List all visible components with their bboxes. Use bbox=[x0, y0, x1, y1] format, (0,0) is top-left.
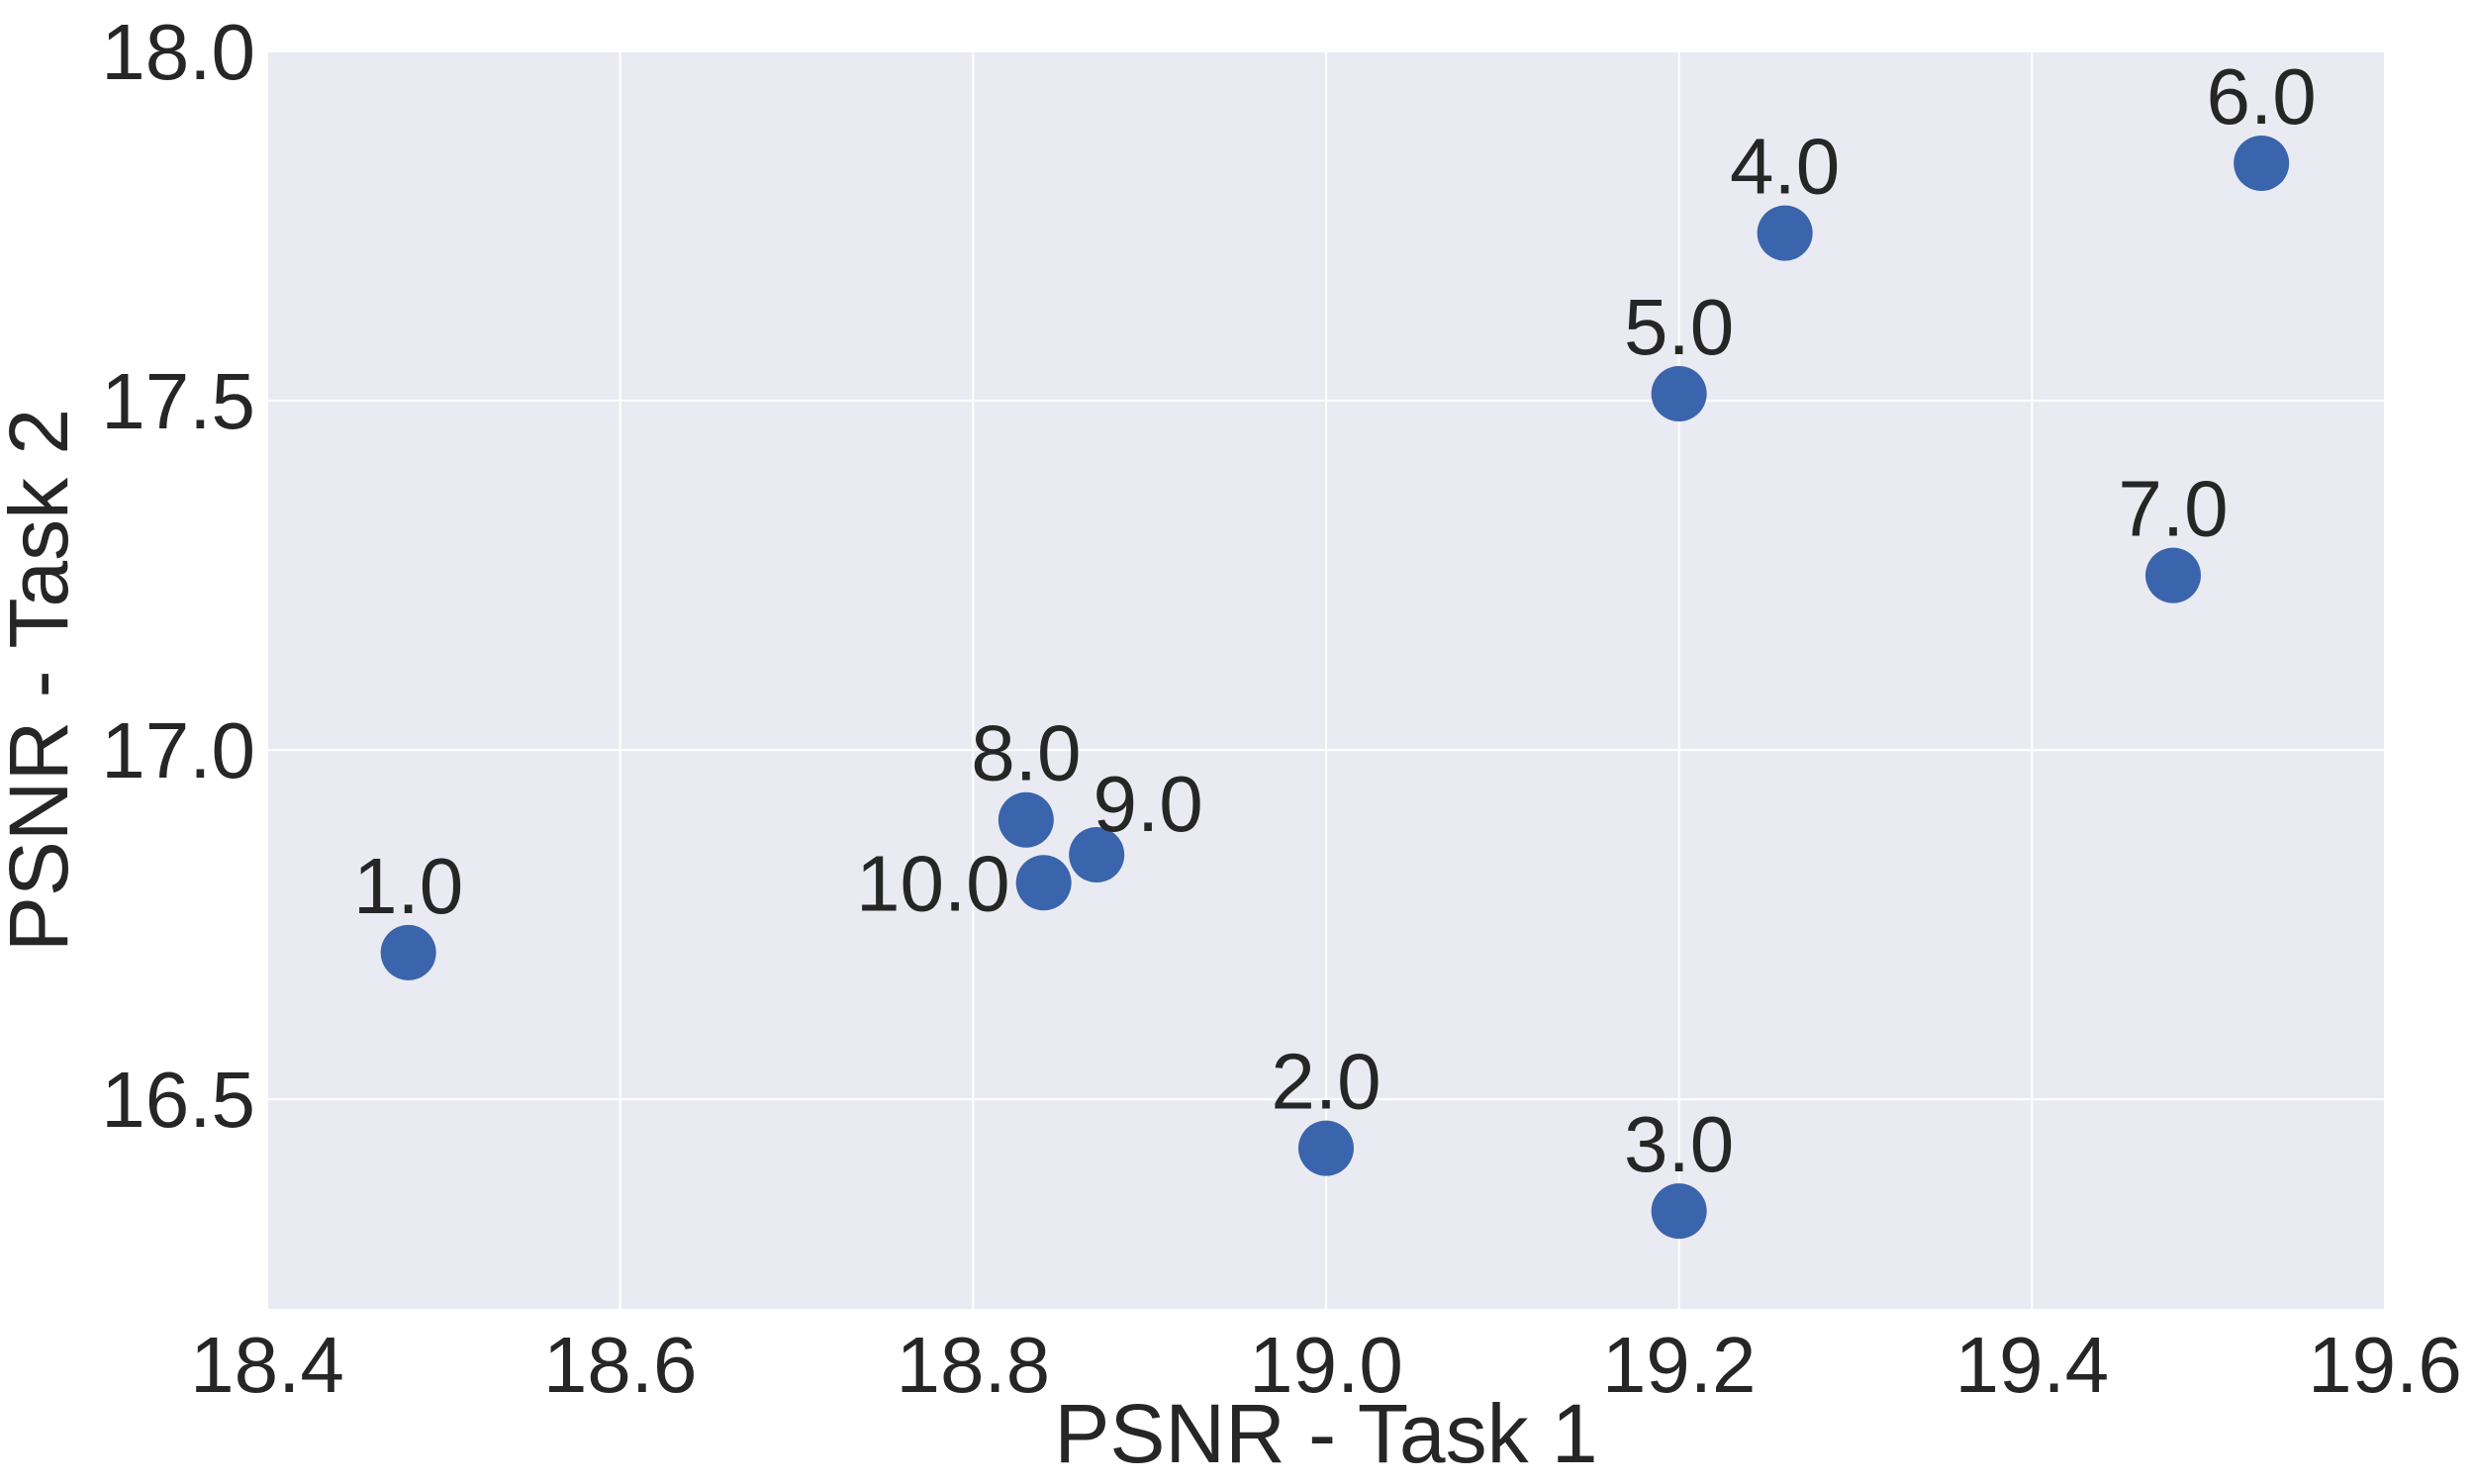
x-tick-label: 18.6 bbox=[543, 1321, 698, 1409]
data-points bbox=[380, 135, 2290, 1240]
point-label: 3.0 bbox=[1624, 1100, 1734, 1188]
x-tick-label: 18.4 bbox=[190, 1321, 344, 1409]
y-tick-label: 18.0 bbox=[101, 8, 255, 96]
point-label: 1.0 bbox=[353, 842, 463, 930]
x-axis-ticks: 18.4 18.6 18.8 19.0 19.2 19.4 19.6 bbox=[190, 1321, 2462, 1409]
x-axis-label: PSNR - Task 1 bbox=[1054, 1387, 1597, 1480]
x-tick-label: 19.2 bbox=[1602, 1321, 1757, 1409]
data-point bbox=[380, 924, 436, 980]
x-tick-label: 18.8 bbox=[896, 1321, 1050, 1409]
grid-lines bbox=[266, 50, 2386, 1309]
data-point bbox=[998, 791, 1054, 848]
y-tick-label: 17.5 bbox=[101, 357, 255, 445]
x-tick-label: 19.6 bbox=[2308, 1321, 2462, 1409]
point-label: 7.0 bbox=[2118, 465, 2228, 553]
y-axis-ticks: 16.5 17.0 17.5 18.0 bbox=[101, 8, 255, 1144]
data-point bbox=[1651, 1183, 1707, 1240]
data-point bbox=[2145, 547, 2201, 603]
data-point bbox=[1069, 827, 1125, 883]
point-label: 6.0 bbox=[2207, 52, 2317, 140]
data-point bbox=[1757, 205, 1813, 261]
data-point bbox=[1298, 1120, 1354, 1176]
y-tick-label: 16.5 bbox=[101, 1056, 255, 1144]
point-label: 5.0 bbox=[1624, 283, 1734, 371]
point-label: 2.0 bbox=[1271, 1038, 1380, 1126]
data-point bbox=[1651, 365, 1707, 421]
point-labels: 1.0 2.0 3.0 4.0 5.0 6.0 7.0 8.09.0 10.0 bbox=[353, 52, 2317, 1188]
data-point bbox=[2234, 135, 2290, 191]
point-label: 9.0 bbox=[1094, 760, 1203, 848]
point-label: 10.0 bbox=[856, 839, 1010, 927]
point-label: 8.0 bbox=[971, 709, 1081, 797]
x-tick-label: 19.0 bbox=[1249, 1321, 1403, 1409]
y-tick-label: 17.0 bbox=[101, 706, 255, 794]
x-tick-label: 19.4 bbox=[1954, 1321, 2109, 1409]
point-label: 4.0 bbox=[1730, 123, 1840, 211]
data-point bbox=[1015, 855, 1072, 911]
y-axis-label: PSNR - Task 2 bbox=[0, 409, 85, 952]
